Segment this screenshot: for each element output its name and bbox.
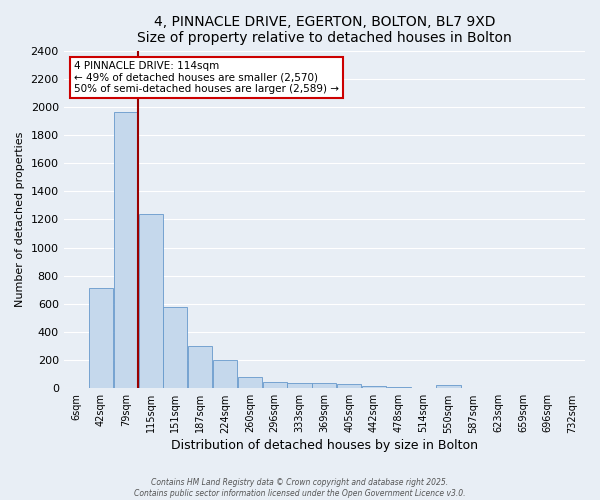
- Bar: [113, 112, 138, 388]
- Bar: [238, 377, 262, 388]
- Bar: [139, 214, 163, 388]
- Text: 4 PINNACLE DRIVE: 114sqm
← 49% of detached houses are smaller (2,570)
50% of sem: 4 PINNACLE DRIVE: 114sqm ← 49% of detach…: [74, 60, 339, 94]
- Title: 4, PINNACLE DRIVE, EGERTON, BOLTON, BL7 9XD
Size of property relative to detache: 4, PINNACLE DRIVE, EGERTON, BOLTON, BL7 …: [137, 15, 512, 45]
- Text: Contains HM Land Registry data © Crown copyright and database right 2025.
Contai: Contains HM Land Registry data © Crown c…: [134, 478, 466, 498]
- Bar: [213, 360, 237, 388]
- Y-axis label: Number of detached properties: Number of detached properties: [15, 132, 25, 307]
- X-axis label: Distribution of detached houses by size in Bolton: Distribution of detached houses by size …: [171, 440, 478, 452]
- Bar: [188, 346, 212, 389]
- Bar: [337, 384, 361, 388]
- Bar: [436, 385, 461, 388]
- Bar: [387, 387, 411, 388]
- Bar: [312, 384, 337, 388]
- Bar: [89, 288, 113, 388]
- Bar: [287, 382, 311, 388]
- Bar: [163, 308, 187, 388]
- Bar: [362, 386, 386, 388]
- Bar: [263, 382, 287, 388]
